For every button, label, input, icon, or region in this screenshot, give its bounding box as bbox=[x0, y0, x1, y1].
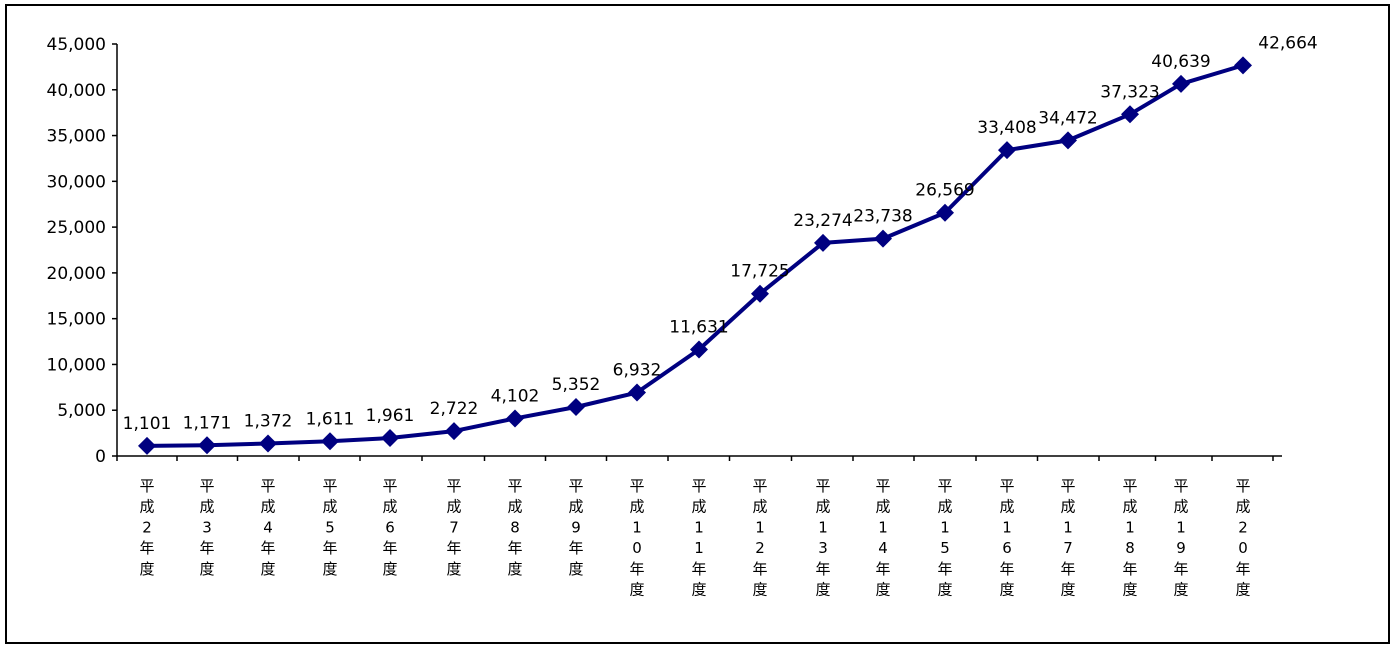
data-label: 42,664 bbox=[1258, 33, 1317, 53]
data-label: 23,274 bbox=[793, 211, 852, 231]
data-point-marker bbox=[998, 141, 1016, 160]
x-category-label: 平成 1 5 年度 bbox=[937, 477, 952, 599]
y-tick-label: 25,000 bbox=[47, 218, 106, 238]
data-point-marker bbox=[1121, 105, 1139, 124]
data-label: 1,611 bbox=[306, 409, 355, 429]
data-point-marker bbox=[874, 229, 892, 248]
data-label: 1,171 bbox=[183, 413, 232, 433]
data-point-marker bbox=[138, 436, 156, 455]
data-point-marker bbox=[936, 203, 954, 222]
x-category-label: 平成 1 1 年度 bbox=[691, 477, 706, 599]
y-tick-label: 5,000 bbox=[57, 401, 106, 421]
data-point-marker bbox=[1059, 131, 1077, 150]
data-point-marker bbox=[814, 233, 832, 252]
y-tick-label: 40,000 bbox=[47, 81, 106, 101]
data-label: 1,961 bbox=[366, 406, 415, 426]
y-tick-label: 10,000 bbox=[47, 355, 106, 375]
data-label: 37,323 bbox=[1100, 82, 1159, 102]
data-point-marker bbox=[1172, 74, 1190, 93]
x-category-label: 平成 1 7 年度 bbox=[1060, 477, 1075, 599]
data-label: 4,102 bbox=[491, 386, 540, 406]
x-category-label: 平成 1 8 年度 bbox=[1122, 477, 1137, 599]
y-tick-label: 30,000 bbox=[47, 172, 106, 192]
x-category-label: 平成 7 年度 bbox=[446, 477, 461, 578]
data-point-marker bbox=[445, 422, 463, 441]
y-tick-label: 45,000 bbox=[47, 35, 106, 55]
x-category-label: 平成 5 年度 bbox=[322, 477, 337, 578]
line-chart: 0 5,000 10,000 15,000 20,000 25,000 30,000 35,0… bbox=[47, 33, 1318, 599]
data-point-marker bbox=[259, 434, 277, 453]
data-label: 34,472 bbox=[1038, 108, 1097, 128]
x-category-label: 平成 9 年度 bbox=[568, 477, 583, 578]
data-point-marker bbox=[381, 429, 399, 448]
chart-frame: 0 5,000 10,000 15,000 20,000 25,000 30,000 35,0… bbox=[5, 4, 1390, 644]
x-category-label: 平成 2 0 年度 bbox=[1235, 477, 1250, 599]
data-label: 11,631 bbox=[669, 318, 728, 338]
x-category-label: 平成 4 年度 bbox=[260, 477, 275, 578]
series-markers bbox=[138, 56, 1252, 455]
x-category-label: 平成 1 2 年度 bbox=[752, 477, 767, 599]
data-labels: 1,101 1,171 1,372 1,611 1,961 2,722 4,102 5,352… bbox=[123, 33, 1318, 434]
data-point-marker bbox=[690, 340, 708, 359]
x-category-label: 平成 1 9 年度 bbox=[1173, 477, 1188, 599]
data-label: 33,408 bbox=[977, 118, 1036, 138]
x-axis-labels: 平成 2 年度 平成 3 年度 平成 4 年度 平成 5 年度 平成 6 年度 平成 7 年度 平成 8 年度 平成 9 年度… bbox=[116, 456, 1274, 599]
data-point-marker bbox=[321, 432, 339, 451]
x-category-label: 平成 8 年度 bbox=[507, 477, 522, 578]
data-point-marker bbox=[751, 284, 769, 303]
data-label: 17,725 bbox=[730, 262, 789, 282]
x-category-label: 平成 1 0 年度 bbox=[629, 477, 644, 599]
y-tick-label: 35,000 bbox=[47, 127, 106, 147]
data-point-marker bbox=[567, 397, 585, 416]
x-category-label: 平成 1 3 年度 bbox=[815, 477, 830, 599]
x-category-label: 平成 1 4 年度 bbox=[875, 477, 890, 599]
x-category-label: 平成 3 年度 bbox=[199, 477, 214, 578]
x-category-label: 平成 2 年度 bbox=[139, 477, 154, 578]
data-label: 5,352 bbox=[552, 375, 601, 395]
data-point-marker bbox=[506, 409, 524, 428]
x-category-label: 平成 6 年度 bbox=[382, 477, 397, 578]
axes bbox=[116, 44, 1282, 457]
data-label: 2,722 bbox=[430, 399, 479, 419]
y-tick-label: 15,000 bbox=[47, 310, 106, 330]
x-category-label: 平成 1 6 年度 bbox=[999, 477, 1014, 599]
data-label: 1,372 bbox=[244, 411, 293, 431]
data-point-marker bbox=[1234, 56, 1252, 75]
y-axis-ticks: 0 5,000 10,000 15,000 20,000 25,000 30,000 35,0… bbox=[47, 35, 117, 467]
y-tick-label: 0 bbox=[95, 447, 106, 467]
data-label: 23,738 bbox=[853, 207, 912, 227]
data-label: 6,932 bbox=[613, 361, 662, 381]
data-label: 40,639 bbox=[1151, 52, 1210, 72]
y-tick-label: 20,000 bbox=[47, 264, 106, 284]
data-point-marker bbox=[628, 383, 646, 402]
data-point-marker bbox=[198, 436, 216, 455]
data-label: 26,569 bbox=[915, 181, 974, 201]
data-label: 1,101 bbox=[123, 414, 172, 434]
